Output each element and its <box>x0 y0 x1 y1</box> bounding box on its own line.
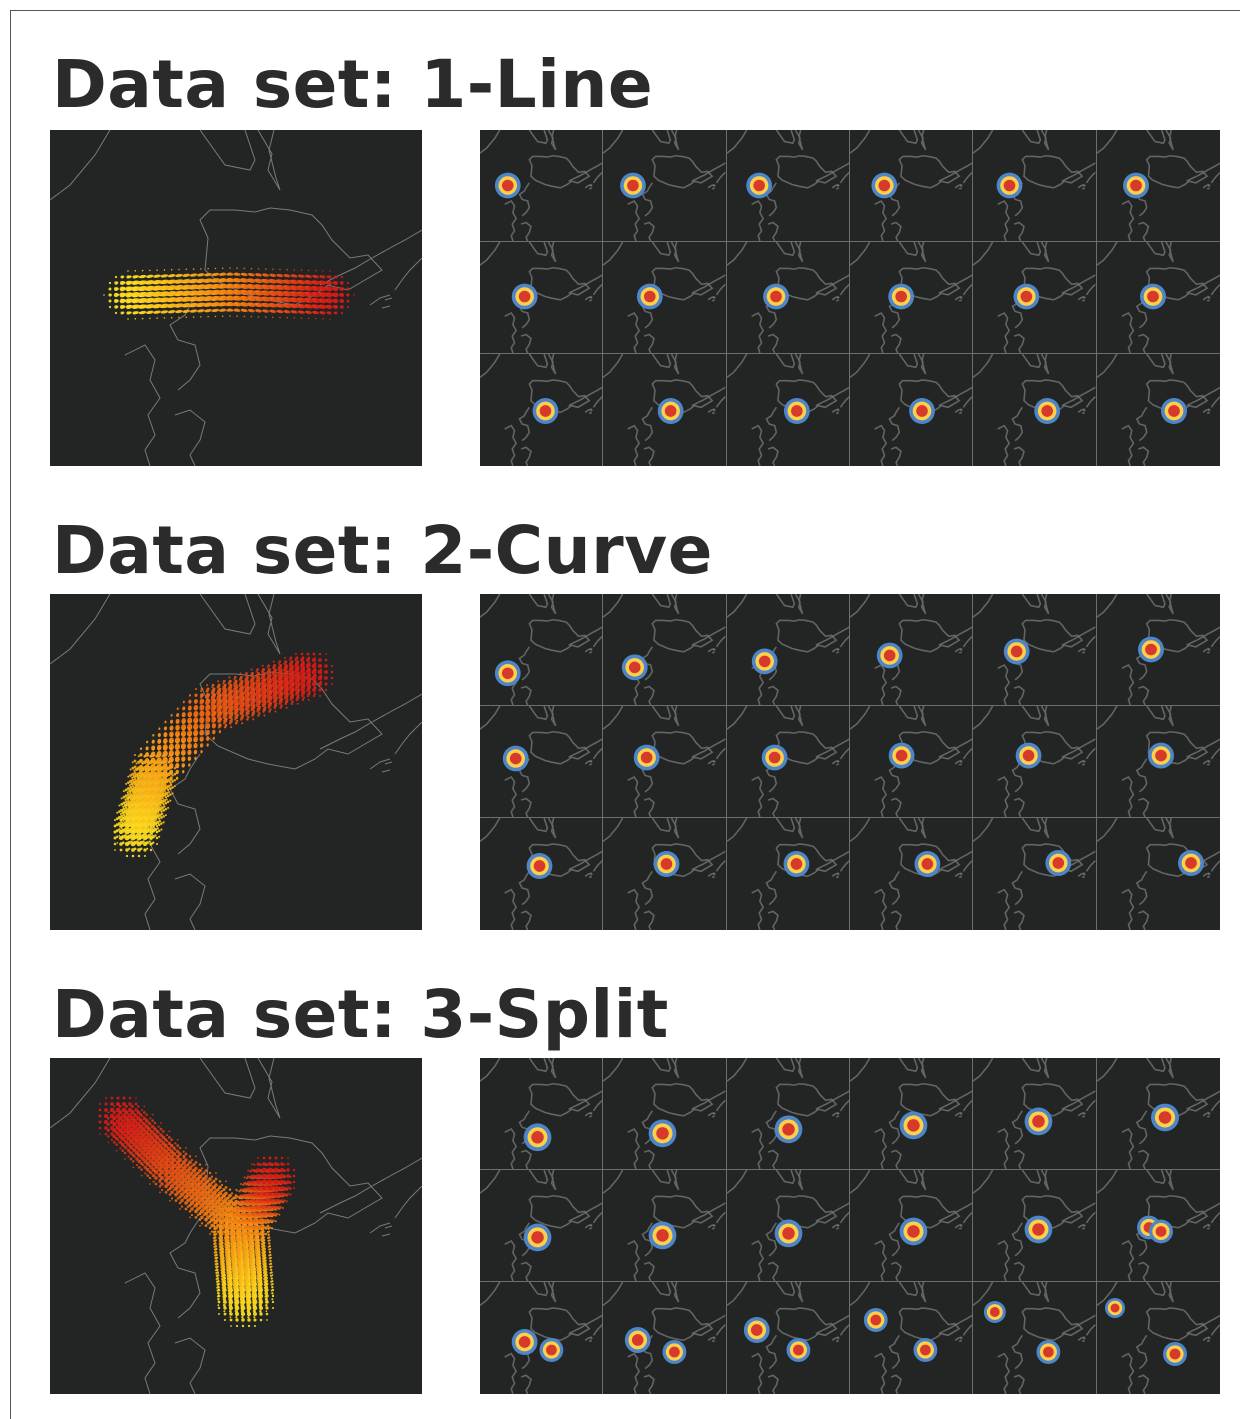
section-title: Data set: 2-Curve <box>52 518 713 584</box>
frame-cell <box>603 706 726 818</box>
frame-cell <box>1097 130 1220 242</box>
frame-cell <box>850 242 973 354</box>
section-title: Data set: 1-Line <box>52 52 653 118</box>
frame-cell <box>973 354 1096 466</box>
composite-map-panel <box>50 130 422 466</box>
trajectory-density <box>113 652 333 857</box>
frame-cell <box>727 594 850 706</box>
frame-cell <box>603 1058 726 1170</box>
frame-cell <box>480 706 603 818</box>
frame-cell <box>603 354 726 466</box>
frame-cell <box>727 1282 850 1394</box>
frame-cell <box>850 594 973 706</box>
frame-cell <box>973 594 1096 706</box>
frame-cell <box>1097 706 1220 818</box>
frame-cell <box>603 242 726 354</box>
frame-cell <box>973 818 1096 930</box>
frame-cell <box>1097 1170 1220 1282</box>
frame-cell <box>603 1170 726 1282</box>
frame-cell <box>480 1058 603 1170</box>
frame-cell <box>480 1170 603 1282</box>
frame-cell <box>727 130 850 242</box>
trajectory-density <box>98 1096 295 1327</box>
frame-grid <box>480 130 1220 466</box>
frame-cell <box>727 1170 850 1282</box>
frame-cell <box>727 1058 850 1170</box>
frame-cell <box>480 1282 603 1394</box>
frame-cell <box>973 1282 1096 1394</box>
frame-cell <box>603 130 726 242</box>
frame-cell <box>480 594 603 706</box>
frame-cell <box>480 354 603 466</box>
frame-cell <box>850 818 973 930</box>
trajectory-density <box>103 267 355 320</box>
frame-cell <box>973 242 1096 354</box>
frame-cell <box>480 130 603 242</box>
frame-cell <box>1097 242 1220 354</box>
frame-cell <box>850 354 973 466</box>
frame-cell <box>850 1058 973 1170</box>
frame-cell <box>603 594 726 706</box>
frame-cell <box>727 706 850 818</box>
frame-cell <box>603 1282 726 1394</box>
frame-cell <box>727 242 850 354</box>
frame-cell <box>727 354 850 466</box>
frame-cell <box>1097 594 1220 706</box>
frame-cell <box>1097 818 1220 930</box>
frame-cell <box>973 130 1096 242</box>
frame-cell <box>727 818 850 930</box>
frame-grid <box>480 1058 1220 1394</box>
frame-cell <box>850 706 973 818</box>
frame-cell <box>850 1170 973 1282</box>
frame-cell <box>603 818 726 930</box>
frame-cell <box>973 1170 1096 1282</box>
composite-map-panel <box>50 594 422 930</box>
frame-grid <box>480 594 1220 930</box>
frame-cell <box>850 1282 973 1394</box>
frame-cell <box>973 706 1096 818</box>
frame-cell <box>973 1058 1096 1170</box>
frame-cell <box>1097 1282 1220 1394</box>
frame-cell <box>480 242 603 354</box>
frame-cell <box>1097 354 1220 466</box>
composite-map-panel <box>50 1058 422 1394</box>
section-title: Data set: 3-Split <box>52 982 669 1048</box>
frame-cell <box>850 130 973 242</box>
frame-cell <box>1097 1058 1220 1170</box>
frame-cell <box>480 818 603 930</box>
